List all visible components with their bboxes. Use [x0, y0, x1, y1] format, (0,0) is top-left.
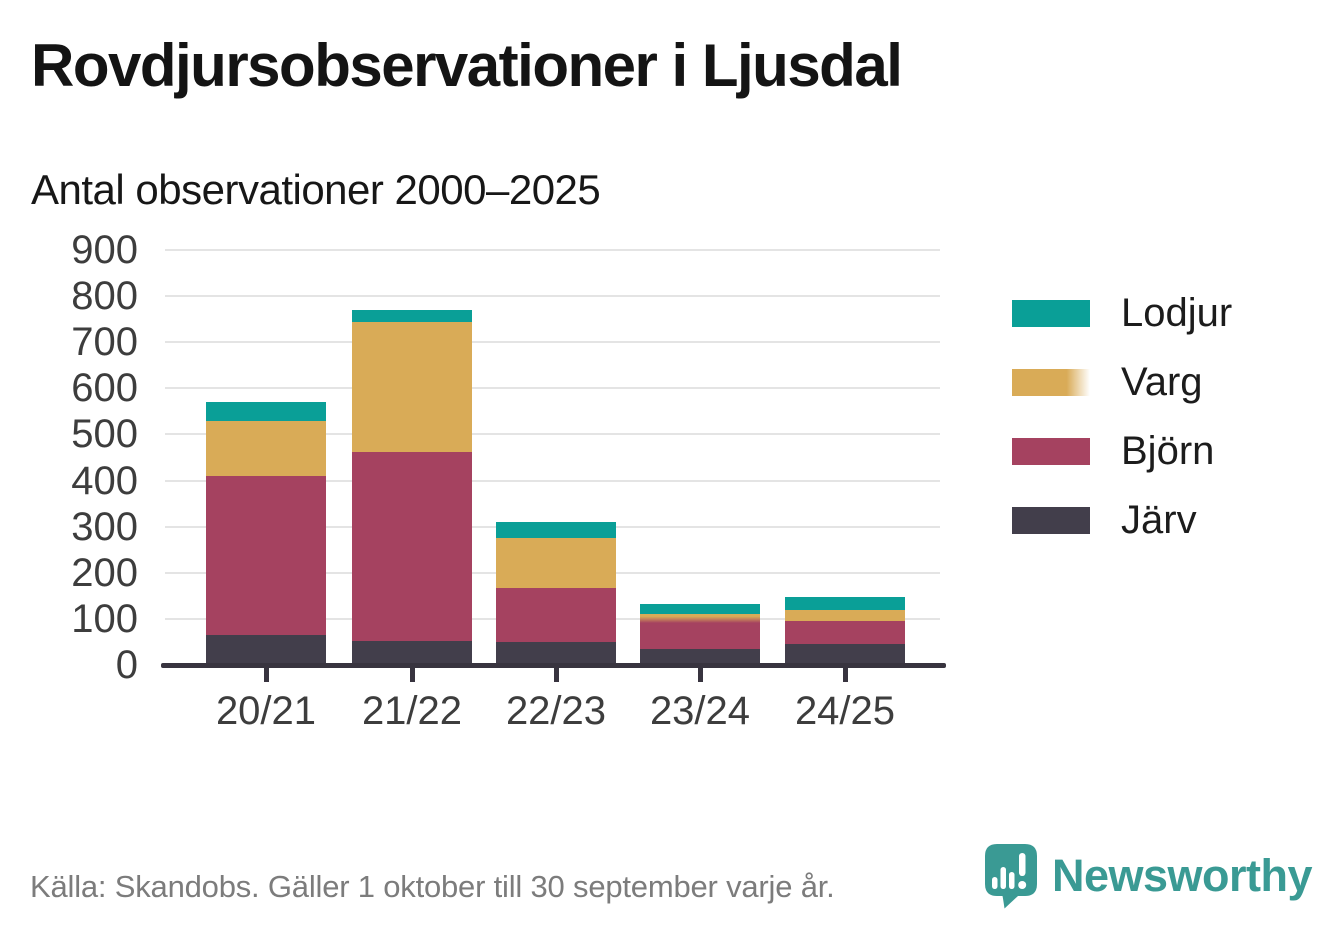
legend-item-bjrn: Björn — [1012, 431, 1232, 471]
y-axis-label: 900 — [71, 228, 138, 272]
y-axis-label: 500 — [71, 412, 138, 457]
y-axis-label: 300 — [71, 504, 138, 549]
bar-segment-varg-21-22 — [352, 322, 472, 452]
bar-segment-bjrn-22-23 — [496, 587, 616, 642]
chart-subtitle: Antal observationer 2000–2025 — [31, 166, 601, 213]
x-axis-tick — [697, 668, 703, 682]
bar-segment-bjrn-23-24 — [640, 623, 760, 650]
bar-segment-bjrn-24-25 — [785, 621, 905, 645]
legend-label: Varg — [1121, 360, 1203, 404]
x-axis-tick — [553, 668, 559, 682]
bar-segment-lodjur-22-23 — [496, 522, 616, 539]
bar-segment-jrv-20-21 — [206, 635, 326, 665]
x-axis-label: 24/25 — [794, 689, 896, 733]
y-axis-label: 200 — [71, 550, 138, 595]
bar-segment-bjrn-20-21 — [206, 475, 326, 636]
logo-bubble-icon — [983, 842, 1039, 910]
bar-segment-jrv-24-25 — [785, 644, 905, 665]
legend-item-jrv: Järv — [1012, 500, 1232, 540]
bar-segment-jrv-22-23 — [496, 641, 616, 665]
x-axis-label: 22/23 — [505, 689, 607, 733]
bar-segment-varg-22-23 — [496, 538, 616, 588]
gridline — [165, 249, 940, 251]
bar-segment-varg-20-21 — [206, 420, 326, 476]
y-axis-label: 0 — [115, 643, 138, 687]
bar-segment-lodjur-24-25 — [785, 597, 905, 610]
y-axis-label: 600 — [71, 366, 138, 411]
bar-segment-lodjur-20-21 — [206, 402, 326, 421]
legend-item-varg: Varg — [1012, 362, 1232, 402]
x-axis-label: 20/21 — [215, 689, 317, 733]
bar-segment-jrv-23-24 — [640, 649, 760, 665]
x-axis-tick — [409, 668, 415, 682]
legend-label: Lodjur — [1121, 291, 1233, 335]
legend-swatch — [1012, 437, 1090, 465]
legend-label: Järv — [1121, 498, 1197, 542]
x-axis-tick — [263, 668, 269, 682]
gridline — [165, 387, 940, 390]
bar-segment-jrv-21-22 — [352, 640, 472, 665]
bar-segment-varg-23-24 — [640, 613, 760, 624]
y-axis-label: 700 — [71, 320, 138, 365]
bar-segment-lodjur-23-24 — [640, 603, 760, 614]
x-axis-tick — [842, 668, 848, 682]
gridline — [165, 479, 940, 482]
gridline — [165, 341, 940, 344]
gridline — [165, 433, 940, 436]
legend-swatch — [1012, 299, 1090, 327]
legend-item-lodjur: Lodjur — [1012, 293, 1232, 333]
brand-name: Newsworthy — [1052, 850, 1313, 901]
chart-title: Rovdjursobservationer i Ljusdal — [31, 32, 903, 99]
x-axis-line — [161, 662, 946, 668]
legend: Lodjur Varg Björn Järv — [1012, 293, 1232, 540]
gridline — [165, 295, 940, 298]
bar-segment-varg-24-25 — [785, 609, 905, 622]
y-axis-label: 800 — [71, 274, 138, 319]
x-axis-label: 23/24 — [649, 689, 751, 733]
x-axis-label: 21/22 — [361, 689, 463, 733]
newsworthy-logo: Newsworthy — [983, 842, 1313, 910]
source-note: Källa: Skandobs. Gäller 1 oktober till 3… — [30, 869, 835, 904]
legend-label: Björn — [1121, 429, 1215, 473]
legend-swatch — [1012, 368, 1090, 396]
y-axis-label: 400 — [71, 458, 138, 503]
y-axis-label: 100 — [71, 596, 138, 641]
legend-swatch — [1012, 506, 1090, 534]
bar-segment-lodjur-21-22 — [352, 309, 472, 323]
plot-area: 0 100 200 300 400 500 600 700 800 900 20/21 21/22 22… — [71, 230, 946, 733]
bar-segment-bjrn-21-22 — [352, 451, 472, 641]
